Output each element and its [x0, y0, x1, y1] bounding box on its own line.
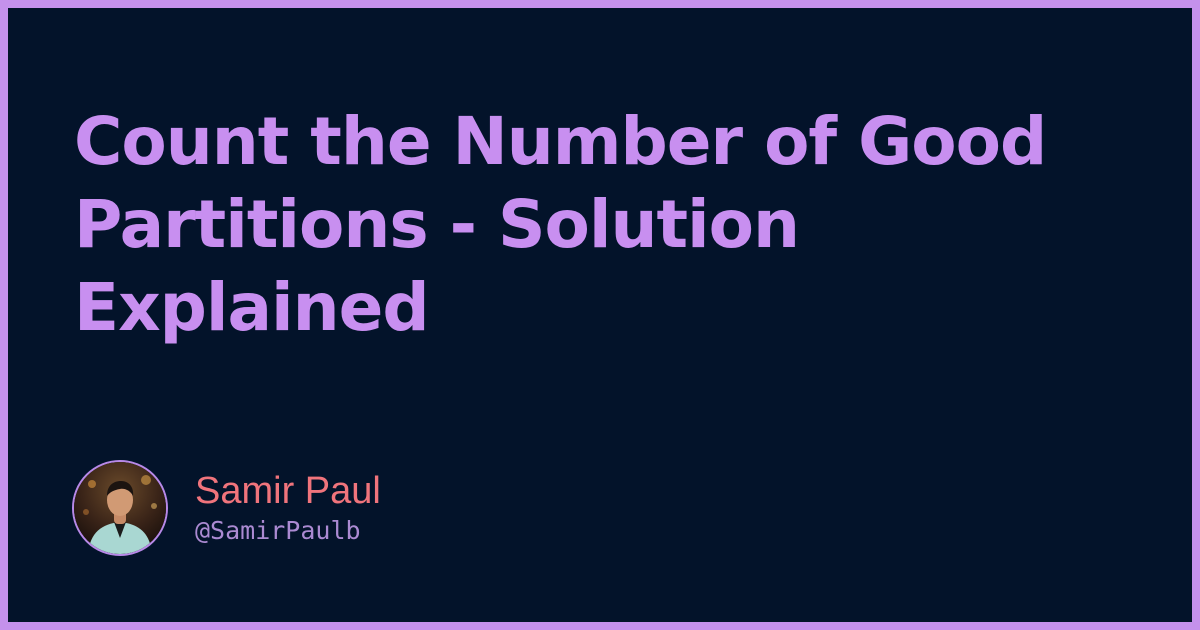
author-handle: @SamirPaulb [195, 516, 361, 545]
author-avatar [72, 460, 168, 556]
social-card: Count the Number of Good Partitions - So… [8, 8, 1192, 622]
post-title: Count the Number of Good Partitions - So… [74, 103, 1047, 346]
person-avatar-icon [74, 462, 166, 554]
author-name: Samir Paul [195, 470, 381, 512]
author-info: Samir Paul @SamirPaulb [195, 469, 381, 547]
author-block: Samir Paul @SamirPaulb [72, 458, 381, 558]
